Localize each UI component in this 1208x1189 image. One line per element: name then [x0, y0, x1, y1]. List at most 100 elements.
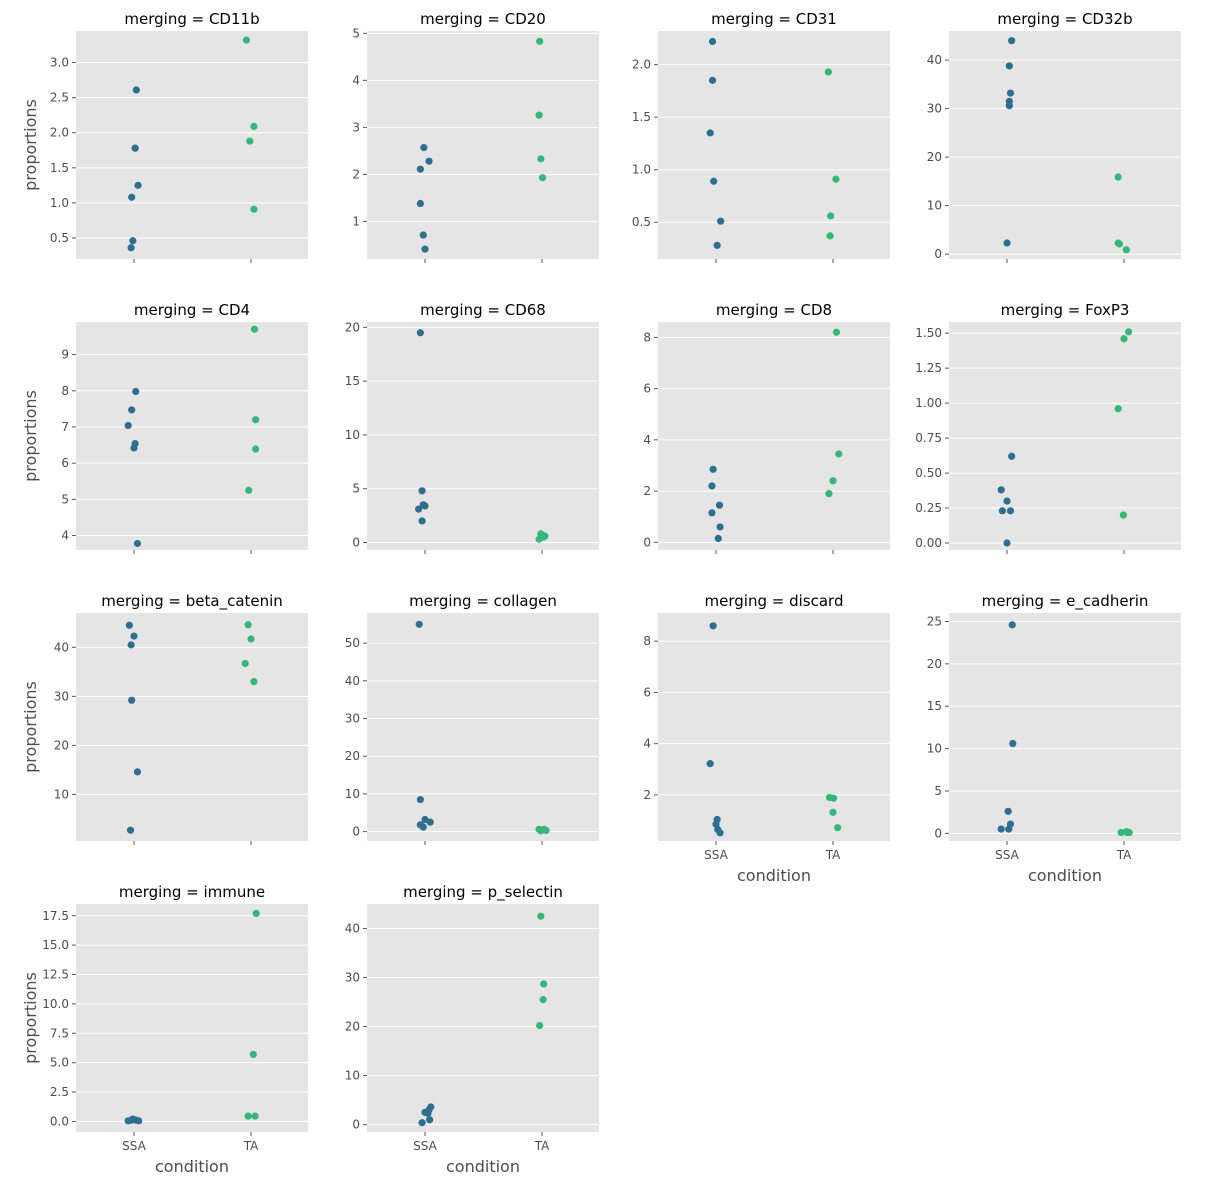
y-tick-label: 7.5 [50, 1026, 69, 1040]
y-tick-label: 0 [352, 535, 360, 549]
data-point-ta [1122, 246, 1130, 254]
x-axis-label: condition [446, 1157, 520, 1176]
y-tick-label: 2.5 [50, 91, 69, 105]
data-point-ta [539, 996, 547, 1004]
data-point-ta [540, 980, 548, 988]
y-tick-label: 17.5 [42, 909, 69, 923]
data-point-ta [536, 37, 544, 45]
x-tick-label: SSA [413, 1139, 437, 1153]
y-tick-label: 1.0 [50, 196, 69, 210]
y-tick-label: 40 [345, 922, 360, 936]
data-point-ssa [416, 329, 424, 337]
data-point-ssa [135, 1117, 143, 1125]
data-point-ssa [998, 507, 1006, 515]
data-point-ssa [133, 768, 142, 776]
data-point-ssa [709, 622, 717, 630]
facet-title: merging = CD31 [711, 10, 837, 28]
y-tick-label: 20 [345, 749, 360, 763]
data-point-ssa [131, 440, 139, 448]
data-point-ta [245, 486, 253, 494]
data-point-ssa [716, 523, 724, 531]
data-point-ta [250, 205, 258, 213]
y-tick-label: 0.25 [915, 501, 942, 515]
data-point-ta [1114, 405, 1122, 413]
data-point-ta [542, 826, 550, 835]
y-tick-label: 5 [934, 784, 942, 798]
data-point-ta [244, 621, 252, 629]
y-tick-label: 0.50 [915, 466, 942, 480]
y-tick-label: 3.0 [50, 56, 69, 70]
y-axis-label: proportions [21, 390, 40, 482]
data-point-ssa [708, 482, 716, 490]
y-tick-label: 1.00 [915, 396, 942, 410]
data-point-ssa [708, 37, 717, 46]
data-point-ta [250, 325, 259, 333]
y-tick-label: 8 [61, 384, 69, 398]
data-point-ta [242, 36, 250, 44]
x-tick-label: SSA [122, 1139, 146, 1153]
y-tick-label: 4 [643, 737, 651, 751]
y-tick-label: 2 [352, 167, 360, 181]
data-point-ssa [126, 826, 135, 834]
data-point-ssa [132, 86, 140, 94]
data-point-ssa [713, 815, 721, 824]
facet-0: 0.5 1.0 1.5 2.0 2.5 3.0 proportions merging = C… [21, 10, 308, 263]
data-point-ta [825, 490, 833, 498]
data-point-ssa [1006, 89, 1015, 97]
y-tick-label: 2 [643, 484, 651, 498]
data-point-ssa [418, 1119, 426, 1127]
facet-13: 0 10 20 30 40 SSA TA condition merging = p_selec… [345, 883, 599, 1176]
y-tick-label: 3 [352, 120, 360, 134]
data-point-ssa [416, 795, 424, 804]
x-tick-label: SSA [995, 848, 1019, 862]
plot-background [949, 31, 1181, 259]
y-tick-label: 0.0 [50, 1114, 69, 1128]
y-tick-label: 25 [927, 614, 942, 628]
data-point-ssa [426, 818, 434, 826]
y-tick-label: 5 [61, 492, 69, 506]
y-tick-label: 0 [352, 1118, 360, 1132]
y-axis-label: proportions [21, 99, 40, 191]
facet-10: 2 4 6 8 SSA TA condition merging = discard [643, 592, 890, 885]
y-tick-label: 0.5 [632, 215, 651, 229]
y-tick-label: 0.00 [915, 536, 942, 550]
data-point-ssa [1006, 820, 1015, 828]
y-tick-label: 15 [345, 374, 360, 388]
data-point-ssa [1006, 507, 1015, 515]
facet-5: 0 5 10 15 20 merging = CD68 [345, 301, 599, 554]
data-point-ta [829, 808, 837, 816]
data-point-ssa [132, 387, 140, 396]
facet-title: merging = CD68 [420, 301, 546, 319]
data-point-ta [537, 912, 545, 920]
y-tick-label: 10 [345, 1069, 360, 1083]
data-point-ta [246, 137, 254, 145]
data-point-ta [1115, 240, 1123, 248]
x-axis-label: condition [155, 1157, 229, 1176]
data-point-ta [541, 532, 549, 540]
x-tick-label: TA [243, 1139, 259, 1153]
plot-background [76, 904, 308, 1132]
data-point-ssa [715, 501, 724, 509]
data-point-ta [1114, 173, 1122, 181]
plot-background [658, 322, 890, 550]
y-tick-label: 1.50 [915, 326, 942, 340]
y-tick-label: 6 [61, 456, 69, 470]
data-point-ssa [706, 129, 714, 137]
facet-4: 4 5 6 7 8 9 proportions merging = CD4 [21, 301, 308, 554]
y-tick-label: 20 [345, 1020, 360, 1034]
data-point-ssa [130, 632, 138, 640]
data-point-ta [829, 794, 838, 802]
facet-title: merging = CD20 [420, 10, 546, 28]
y-tick-label: 2.0 [50, 126, 69, 140]
facet-8: 10 20 30 40 proportions merging = beta_cateni… [21, 592, 308, 845]
y-tick-label: 40 [345, 674, 360, 688]
y-tick-label: 2 [643, 788, 651, 802]
data-point-ssa [710, 177, 718, 185]
facet-title: merging = CD4 [134, 301, 250, 319]
data-point-ta [1120, 335, 1128, 343]
plot-background [949, 613, 1181, 841]
facets-container: 0.5 1.0 1.5 2.0 2.5 3.0 proportions merging = C… [21, 10, 1181, 1176]
y-tick-label: 1 [352, 214, 360, 228]
data-point-ssa [419, 823, 427, 831]
data-point-ta [537, 155, 545, 163]
